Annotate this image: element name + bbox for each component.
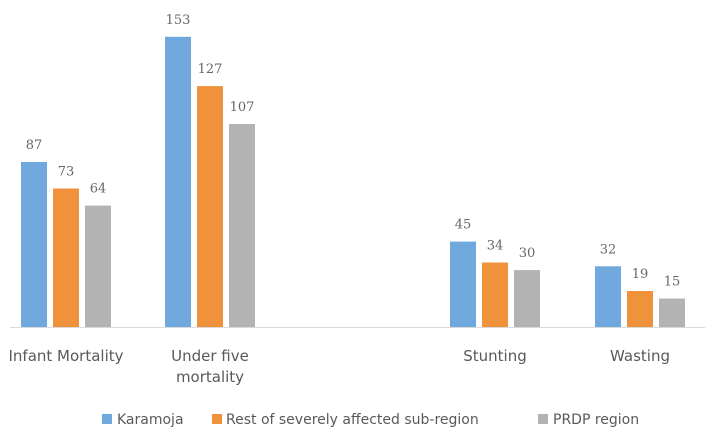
data-label: 34	[487, 239, 504, 254]
legend: Karamoja Rest of severely affected sub-re…	[102, 412, 639, 428]
category-label: Infant Mortality	[8, 347, 123, 365]
bar	[627, 291, 653, 327]
data-label: 153	[166, 13, 191, 28]
category-label: Stunting	[463, 347, 527, 365]
category-label: Under five	[171, 347, 249, 365]
bar	[229, 124, 255, 327]
legend-label: Rest of severely affected sub-region	[226, 412, 479, 428]
data-label: 15	[664, 275, 681, 290]
data-label: 19	[632, 267, 649, 282]
bar	[595, 266, 621, 327]
bar	[85, 205, 111, 327]
bar	[53, 188, 79, 327]
bar	[450, 241, 476, 327]
bars-layer	[21, 36, 685, 328]
category-label: mortality	[176, 368, 244, 386]
data-label: 87	[26, 138, 43, 153]
data-label: 107	[230, 100, 255, 115]
bar	[197, 86, 223, 327]
bar	[514, 270, 540, 327]
bar	[659, 298, 685, 327]
legend-label: Karamoja	[117, 412, 184, 428]
category-labels-layer: Infant Mortality Under five mortality Stunt…	[8, 347, 669, 386]
legend-swatch	[538, 414, 548, 424]
bar	[482, 262, 508, 327]
data-label: 30	[519, 246, 536, 261]
data-label: 127	[198, 62, 223, 77]
data-label: 45	[455, 218, 472, 233]
legend-swatch	[102, 414, 112, 424]
bar	[165, 36, 191, 328]
data-label: 64	[90, 182, 107, 197]
data-label: 73	[58, 165, 75, 180]
bar	[21, 162, 47, 327]
category-label: Wasting	[610, 347, 670, 365]
value-labels-layer: 87 73 64 153 127 107 45 34 30 32 19 15	[26, 13, 681, 290]
data-label: 32	[600, 242, 617, 257]
legend-label: PRDP region	[553, 412, 639, 428]
legend-swatch	[212, 414, 222, 424]
